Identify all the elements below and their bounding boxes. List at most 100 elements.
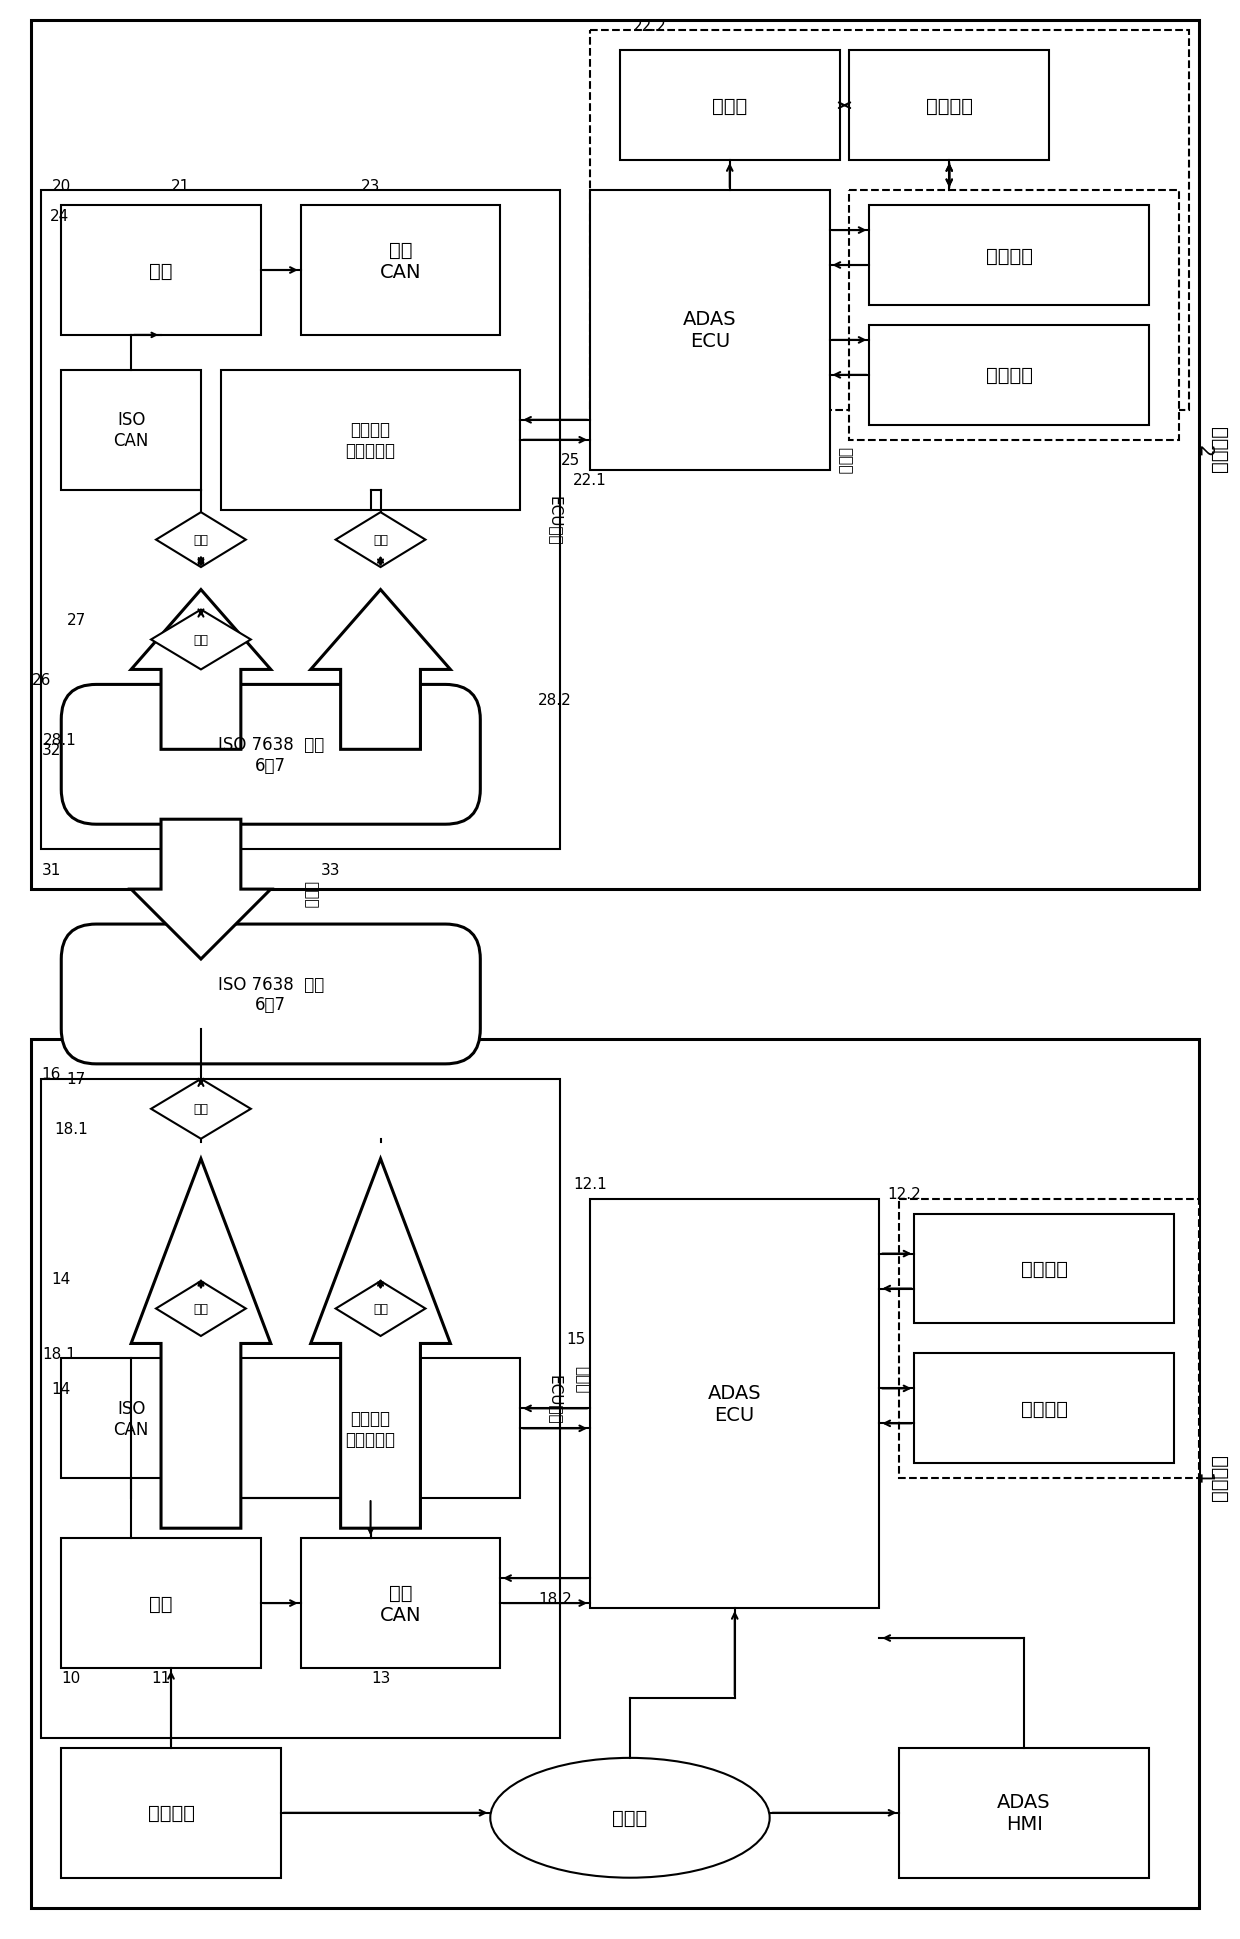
Bar [914,1214,1174,1324]
Polygon shape [151,611,250,671]
Text: 以太网: 以太网 [574,1365,589,1392]
Polygon shape [131,1160,270,1528]
Text: 右侧相机: 右侧相机 [1021,1260,1068,1278]
Bar [301,206,500,335]
Text: 配对: 配对 [193,634,208,646]
Polygon shape [311,589,450,750]
Polygon shape [336,514,425,568]
Text: 28.2: 28.2 [538,692,572,708]
Text: 27: 27 [67,613,86,628]
Text: 12.1: 12.1 [573,1177,606,1192]
Ellipse shape [490,1759,770,1877]
Text: 驾驶员: 驾驶员 [613,1809,647,1827]
Bar [914,1353,1174,1464]
Bar [31,21,1199,890]
Bar [41,192,560,849]
Text: 车载以太
网（交换）: 车载以太 网（交换） [346,1410,396,1448]
Bar [61,1359,201,1479]
Bar [31,1039,1199,1908]
Bar [869,326,1148,425]
Text: 18.2: 18.2 [538,1590,572,1605]
Text: 14: 14 [52,1272,71,1286]
Text: ADAS
HMI: ADAS HMI [997,1792,1052,1834]
Text: 25: 25 [560,454,580,467]
Bar [620,50,839,161]
Text: 11: 11 [151,1671,171,1685]
Text: 17: 17 [67,1072,86,1086]
Bar [61,370,201,491]
Text: 前方相机: 前方相机 [148,1803,195,1823]
Bar [61,206,260,335]
Text: 扩展
CAN: 扩展 CAN [379,240,422,281]
Bar [849,50,1049,161]
Text: 1: 1 [1194,1472,1213,1485]
Text: ECU制动: ECU制动 [548,496,563,545]
Text: ECU制动: ECU制动 [548,1375,563,1423]
Text: 18.1: 18.1 [55,1121,88,1136]
FancyBboxPatch shape [61,925,480,1065]
Text: 18.1: 18.1 [42,1346,76,1361]
Text: 左侧相机: 左侧相机 [1021,1400,1068,1417]
Text: 配对: 配对 [373,533,388,547]
Text: ADAS
ECU: ADAS ECU [708,1383,761,1423]
Bar [41,1080,560,1737]
Text: 超声波: 超声波 [712,97,748,116]
FancyBboxPatch shape [61,684,480,824]
Bar [590,31,1189,411]
Text: 配对: 配对 [193,533,208,547]
Text: 23: 23 [361,178,381,194]
Text: 监控: 监控 [149,262,172,281]
Bar [899,1747,1148,1877]
Bar [221,370,521,510]
Text: 10: 10 [62,1671,81,1685]
Polygon shape [156,1282,246,1336]
Text: 12.2: 12.2 [888,1187,921,1202]
Text: 监控: 监控 [149,1594,172,1613]
Polygon shape [156,514,246,568]
Text: 24: 24 [50,209,69,223]
Polygon shape [311,1160,450,1528]
Text: 21: 21 [171,178,191,194]
Text: 挂车车辆: 挂车车辆 [1209,427,1228,473]
Bar [590,1198,879,1607]
Text: 牵引车辆: 牵引车辆 [1209,1454,1228,1503]
Bar [61,1538,260,1668]
Text: 15: 15 [567,1332,585,1346]
Text: 32: 32 [42,743,61,758]
Text: 16: 16 [42,1066,61,1082]
Text: 28.1: 28.1 [42,733,76,747]
Bar [221,1359,521,1499]
Text: 右侧相机: 右侧相机 [986,246,1033,266]
Polygon shape [336,1282,425,1336]
Text: 22.1: 22.1 [573,473,606,489]
Text: 20: 20 [52,178,71,194]
Text: 以太网: 以太网 [837,446,852,475]
Text: ISO 7638  引脚
6和7: ISO 7638 引脚 6和7 [218,975,324,1014]
Text: 22.2: 22.2 [634,19,667,33]
Text: 双绞线: 双绞线 [304,880,319,907]
Text: ADAS
ECU: ADAS ECU [683,310,737,351]
Text: 配对: 配对 [373,1303,388,1315]
Bar [849,192,1179,440]
Text: 14: 14 [52,1381,71,1396]
Text: ISO 7638  引脚
6和7: ISO 7638 引脚 6和7 [218,735,324,774]
Bar [590,192,830,471]
Polygon shape [151,1080,250,1140]
Bar [899,1198,1199,1479]
Text: ISO
CAN: ISO CAN [113,1400,149,1439]
Polygon shape [131,820,270,960]
Text: ISO
CAN: ISO CAN [113,411,149,450]
Bar [301,1538,500,1668]
Bar [61,1747,280,1877]
Polygon shape [131,589,270,750]
Text: 2: 2 [1194,444,1213,458]
Text: 车载以太
网（交换）: 车载以太 网（交换） [346,421,396,460]
Text: 26: 26 [31,673,51,688]
Text: 13: 13 [371,1671,391,1685]
Text: 左侧相机: 左侧相机 [986,366,1033,386]
Text: 31: 31 [42,863,61,876]
Bar [869,206,1148,306]
Text: 车辆
CAN: 车辆 CAN [379,1582,422,1623]
Text: 33: 33 [321,863,341,876]
Text: 后方相机: 后方相机 [926,97,972,116]
